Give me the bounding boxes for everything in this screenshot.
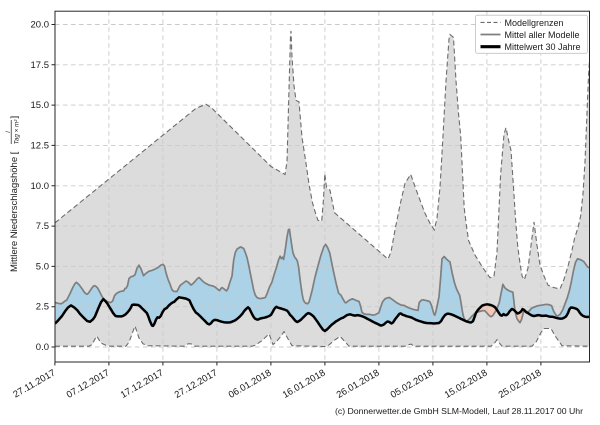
svg-text:(c) Donnerwetter.de GmbH SLM-M: (c) Donnerwetter.de GmbH SLM-Modell, Lau…	[335, 406, 583, 416]
svg-text:5.0: 5.0	[36, 261, 49, 272]
svg-text:2.5: 2.5	[36, 302, 49, 313]
svg-text:12.5: 12.5	[31, 140, 50, 151]
svg-text:17.5: 17.5	[31, 60, 50, 71]
svg-text:Mittlere Niederschlagshöhe [: Mittlere Niederschlagshöhe [	[9, 151, 20, 272]
svg-text:20.0: 20.0	[31, 20, 50, 31]
svg-text:15.0: 15.0	[31, 100, 50, 111]
svg-text:7.5: 7.5	[36, 221, 49, 232]
svg-text:0.0: 0.0	[36, 342, 49, 353]
svg-text:Modellgrenzen: Modellgrenzen	[505, 18, 564, 28]
svg-text:Mittelwert 30 Jahre: Mittelwert 30 Jahre	[505, 42, 581, 52]
svg-text:]: ]	[9, 116, 20, 119]
svg-text:l: l	[5, 131, 12, 133]
svg-text:Tag × m²: Tag × m²	[13, 119, 20, 145]
svg-text:10.0: 10.0	[31, 181, 50, 192]
svg-text:Mittel aller Modelle: Mittel aller Modelle	[505, 30, 580, 40]
